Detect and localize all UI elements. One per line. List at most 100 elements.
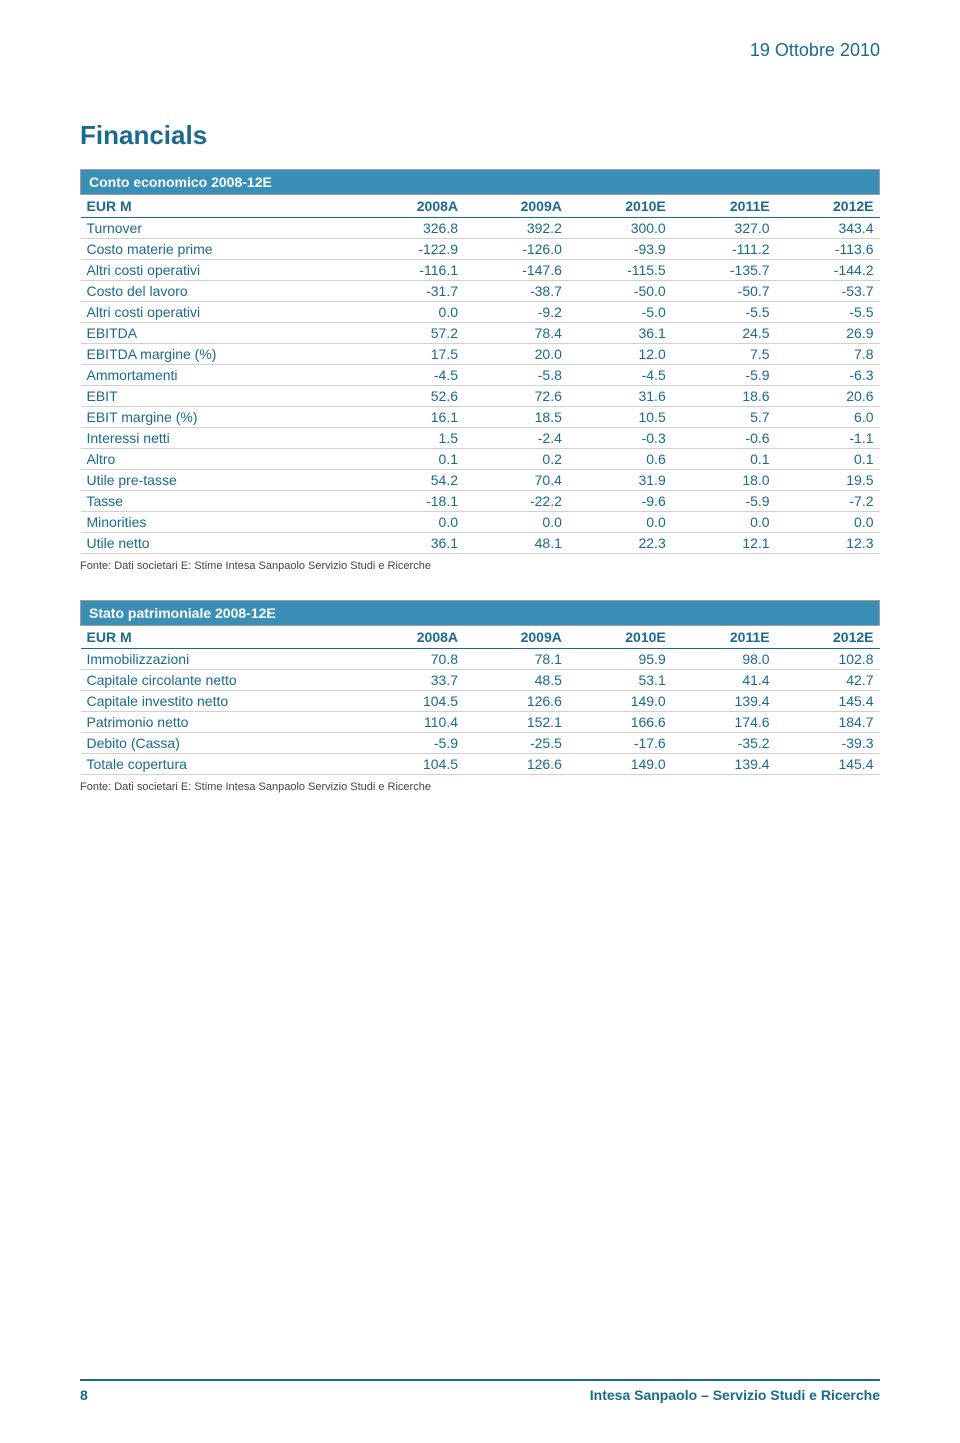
row-label: Ammortamenti (81, 365, 361, 386)
table-row: Altri costi operativi0.0-9.2-5.0-5.5-5.5 (81, 302, 880, 323)
row-value: 54.2 (360, 470, 464, 491)
row-label: Patrimonio netto (81, 712, 361, 733)
column-header: 2012E (776, 195, 880, 218)
row-value: -5.9 (672, 491, 776, 512)
row-value: 126.6 (464, 754, 568, 775)
table-row: Ammortamenti-4.5-5.8-4.5-5.9-6.3 (81, 365, 880, 386)
row-value: 145.4 (776, 691, 880, 712)
row-value: -93.9 (568, 239, 672, 260)
table-row: Capitale investito netto104.5126.6149.01… (81, 691, 880, 712)
row-value: 0.2 (464, 449, 568, 470)
row-label: Altri costi operativi (81, 260, 361, 281)
row-label: Totale copertura (81, 754, 361, 775)
row-value: 70.4 (464, 470, 568, 491)
row-value: 0.0 (672, 512, 776, 533)
table-row: Altro0.10.20.60.10.1 (81, 449, 880, 470)
row-value: 98.0 (672, 649, 776, 670)
table-row: EBITDA margine (%)17.520.012.07.57.8 (81, 344, 880, 365)
column-header: 2009A (464, 195, 568, 218)
row-label: Utile netto (81, 533, 361, 554)
row-label: Costo del lavoro (81, 281, 361, 302)
financial-table: Conto economico 2008-12EEUR M2008A2009A2… (80, 169, 880, 554)
table-title: Stato patrimoniale 2008-12E (81, 601, 880, 626)
row-label: Interessi netti (81, 428, 361, 449)
row-value: 36.1 (568, 323, 672, 344)
row-value: -25.5 (464, 733, 568, 754)
column-header: EUR M (81, 195, 361, 218)
row-value: -38.7 (464, 281, 568, 302)
column-header: 2010E (568, 195, 672, 218)
row-value: 78.4 (464, 323, 568, 344)
column-header: 2008A (360, 195, 464, 218)
row-value: 102.8 (776, 649, 880, 670)
row-value: -126.0 (464, 239, 568, 260)
table-row: EBIT52.672.631.618.620.6 (81, 386, 880, 407)
row-value: 57.2 (360, 323, 464, 344)
row-value: 1.5 (360, 428, 464, 449)
row-label: Immobilizzazioni (81, 649, 361, 670)
row-value: -18.1 (360, 491, 464, 512)
row-label: Costo materie prime (81, 239, 361, 260)
page-number: 8 (80, 1387, 88, 1403)
row-value: 149.0 (568, 691, 672, 712)
row-value: 0.0 (568, 512, 672, 533)
row-value: -111.2 (672, 239, 776, 260)
row-value: 20.0 (464, 344, 568, 365)
row-value: -7.2 (776, 491, 880, 512)
row-value: -122.9 (360, 239, 464, 260)
table-row: Minorities0.00.00.00.00.0 (81, 512, 880, 533)
row-value: 52.6 (360, 386, 464, 407)
row-value: 12.3 (776, 533, 880, 554)
row-value: 0.0 (360, 302, 464, 323)
table-row: EBITDA57.278.436.124.526.9 (81, 323, 880, 344)
row-label: Minorities (81, 512, 361, 533)
row-value: -50.0 (568, 281, 672, 302)
row-value: 126.6 (464, 691, 568, 712)
row-value: 174.6 (672, 712, 776, 733)
table-row: Interessi netti1.5-2.4-0.3-0.6-1.1 (81, 428, 880, 449)
row-value: 110.4 (360, 712, 464, 733)
row-label: Altro (81, 449, 361, 470)
row-value: 392.2 (464, 218, 568, 239)
row-value: -50.7 (672, 281, 776, 302)
row-value: 48.1 (464, 533, 568, 554)
table-row: Utile netto36.148.122.312.112.3 (81, 533, 880, 554)
row-value: 18.5 (464, 407, 568, 428)
row-value: 19.5 (776, 470, 880, 491)
column-header: 2009A (464, 626, 568, 649)
row-value: 20.6 (776, 386, 880, 407)
row-value: -0.3 (568, 428, 672, 449)
header-date: 19 Ottobre 2010 (750, 40, 880, 61)
row-value: -4.5 (568, 365, 672, 386)
financial-table: Stato patrimoniale 2008-12EEUR M2008A200… (80, 600, 880, 775)
row-value: -1.1 (776, 428, 880, 449)
table-source-note: Fonte: Dati societari E: Stime Intesa Sa… (80, 560, 880, 572)
page-title: Financials (80, 120, 880, 151)
row-value: 152.1 (464, 712, 568, 733)
row-value: -53.7 (776, 281, 880, 302)
row-label: EBITDA (81, 323, 361, 344)
financial-tables: Conto economico 2008-12EEUR M2008A2009A2… (80, 169, 880, 793)
row-value: 5.7 (672, 407, 776, 428)
row-value: 16.1 (360, 407, 464, 428)
row-value: -6.3 (776, 365, 880, 386)
row-value: 72.6 (464, 386, 568, 407)
row-value: 145.4 (776, 754, 880, 775)
table-row: Immobilizzazioni70.878.195.998.0102.8 (81, 649, 880, 670)
row-value: 41.4 (672, 670, 776, 691)
row-value: 300.0 (568, 218, 672, 239)
column-header: EUR M (81, 626, 361, 649)
row-value: -35.2 (672, 733, 776, 754)
row-value: 0.0 (776, 512, 880, 533)
row-value: 184.7 (776, 712, 880, 733)
row-value: -5.5 (672, 302, 776, 323)
column-header: 2012E (776, 626, 880, 649)
row-value: -9.6 (568, 491, 672, 512)
row-value: -5.9 (360, 733, 464, 754)
row-label: EBIT (81, 386, 361, 407)
row-value: -39.3 (776, 733, 880, 754)
row-value: 22.3 (568, 533, 672, 554)
table-row: Altri costi operativi-116.1-147.6-115.5-… (81, 260, 880, 281)
row-label: Altri costi operativi (81, 302, 361, 323)
row-value: 343.4 (776, 218, 880, 239)
